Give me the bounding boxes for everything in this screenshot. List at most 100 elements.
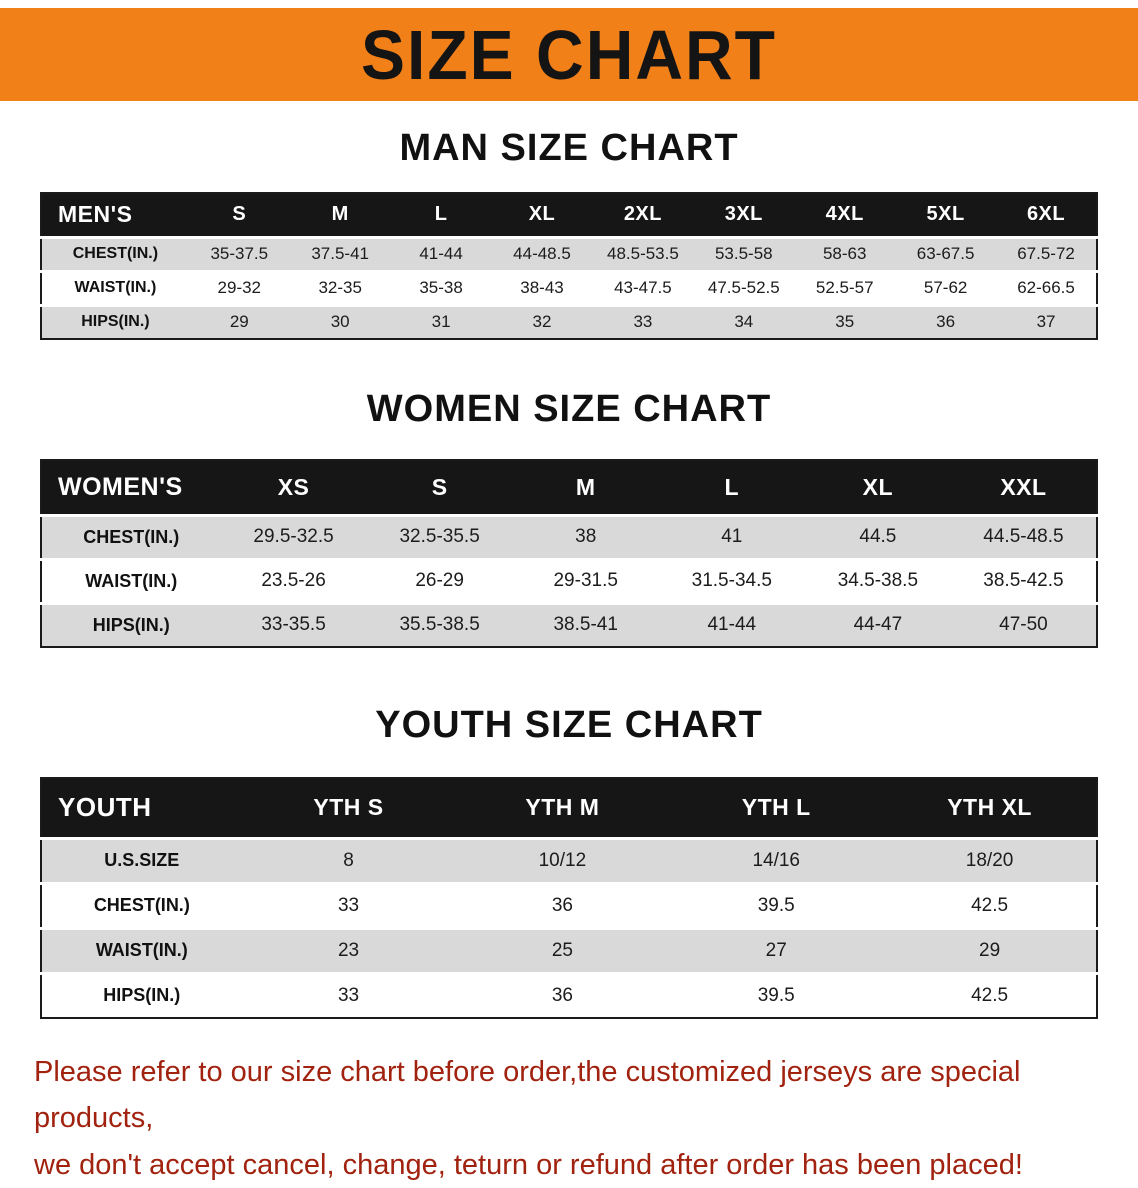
size-column-header: YTH XL (883, 778, 1097, 838)
size-value-cell: 27 (765, 939, 787, 961)
size-value-cell: 53.5-58 (714, 244, 773, 263)
size-value-cell: 38.5-42.5 (983, 570, 1064, 591)
size-column-header: XXL (950, 460, 1097, 515)
size-value-cell: 31 (431, 312, 451, 332)
size-column-header: YTH M (455, 778, 670, 838)
man-size-table-wrap: MEN'S S M L XL 2XL 3XL 4XL 5XL 6XL CHEST(IN.) 35-37… (40, 192, 1098, 340)
table-row: WAIST(IN.) 23 25 27 29 (41, 928, 1097, 973)
size-column-header: 3XL (693, 193, 795, 237)
size-value-cell: 44-48.5 (513, 244, 571, 263)
women-size-table-wrap: WOMEN'S XS S M L XL XXL CHEST(IN.) 29.5-32.5 32.5… (40, 459, 1098, 648)
size-value-cell: 44.5-48.5 (983, 526, 1064, 547)
size-value-cell: 38 (575, 526, 597, 547)
size-column-header: M (512, 460, 659, 515)
row-label: WAIST(IN.) (85, 570, 178, 591)
table-corner-label: YOUTH (41, 778, 242, 838)
table-row: CHEST(IN.) 29.5-32.5 32.5-35.5 38 41 44.5 44.5… (41, 515, 1097, 559)
size-value-cell: 29-31.5 (553, 570, 618, 591)
size-column-header: XL (804, 460, 951, 515)
table-header-row: WOMEN'S XS S M L XL XXL (41, 460, 1097, 515)
size-column-header: 4XL (794, 193, 896, 237)
size-value-cell: 41-44 (419, 244, 463, 263)
size-column-header: 6XL (996, 193, 1097, 237)
disclaimer-line-2: we don't accept cancel, change, teturn o… (34, 1148, 1023, 1181)
size-value-cell: 30 (330, 312, 350, 332)
size-column-header: S (366, 460, 513, 515)
row-label: HIPS(IN.) (81, 313, 150, 331)
size-value-cell: 36 (936, 312, 956, 332)
size-value-cell: 57-62 (923, 278, 968, 297)
size-value-cell: 36 (551, 894, 573, 916)
size-value-cell: 52.5-57 (815, 278, 874, 297)
size-column-header: XS (220, 460, 367, 515)
size-column-header: L (658, 460, 805, 515)
table-row: CHEST(IN.) 35-37.5 37.5-41 41-44 44-48.5 48.5… (41, 237, 1097, 271)
table-row: WAIST(IN.) 23.5-26 26-29 29-31.5 31.5-34.5 34… (41, 559, 1097, 603)
banner: SIZE CHART (0, 8, 1138, 101)
size-value-cell: 33 (633, 312, 653, 332)
size-value-cell: 35-37.5 (210, 244, 269, 263)
size-value-cell: 41-44 (707, 614, 757, 636)
women-size-table: WOMEN'S XS S M L XL XXL CHEST(IN.) 29.5-32.5 32.5… (40, 459, 1098, 648)
page-title: SIZE CHART (361, 15, 777, 94)
size-value-cell: 43-47.5 (614, 278, 672, 297)
size-column-header: YTH S (241, 778, 456, 838)
table-row: HIPS(IN.) 33 36 39.5 42.5 (41, 973, 1097, 1018)
size-value-cell: 32.5-35.5 (399, 526, 480, 547)
row-label: HIPS(IN.) (92, 614, 170, 635)
size-value-cell: 47-50 (999, 614, 1048, 636)
size-value-cell: 25 (551, 939, 573, 961)
size-value-cell: 29 (229, 312, 249, 332)
table-row: HIPS(IN.) 33-35.5 35.5-38.5 38.5-41 41-44 44-… (41, 603, 1097, 647)
size-value-cell: 47.5-52.5 (707, 278, 780, 297)
size-value-cell: 41 (721, 526, 743, 547)
size-column-header: S (188, 193, 290, 237)
size-value-cell: 63-67.5 (916, 244, 975, 263)
size-column-header: M (289, 193, 391, 237)
size-value-cell: 32-35 (318, 278, 362, 297)
size-column-header: 2XL (592, 193, 694, 237)
size-column-header: L (390, 193, 492, 237)
youth-size-chart-title: YOUTH SIZE CHART (375, 704, 763, 746)
size-value-cell: 29.5-32.5 (253, 526, 334, 547)
size-value-cell: 26-29 (415, 570, 464, 591)
table-row: HIPS(IN.) 29 30 31 32 33 34 35 36 37 (41, 305, 1097, 339)
size-value-cell: 42.5 (971, 894, 1009, 916)
row-label: CHEST(IN.) (72, 245, 159, 262)
size-value-cell: 34 (734, 312, 754, 332)
youth-size-table-wrap: YOUTH YTH S YTH M YTH L YTH XL U.S.SIZE 8 10/12… (40, 777, 1098, 1019)
size-value-cell: 29-32 (217, 278, 262, 297)
size-value-cell: 38-43 (520, 278, 564, 297)
size-value-cell: 34.5-38.5 (837, 570, 919, 591)
row-label: WAIST(IN.) (74, 279, 157, 296)
size-value-cell: 67.5-72 (1017, 244, 1075, 263)
table-header-row: YOUTH YTH S YTH M YTH L YTH XL (41, 778, 1097, 838)
size-value-cell: 35.5-38.5 (399, 614, 480, 636)
size-column-header: XL (491, 193, 593, 237)
row-label: HIPS(IN.) (103, 985, 181, 1006)
table-corner-label: WOMEN'S (41, 460, 221, 515)
size-value-cell: 33-35.5 (261, 614, 326, 636)
man-size-chart-title: MAN SIZE CHART (399, 127, 739, 169)
size-value-cell: 36 (551, 984, 573, 1006)
man-size-table: MEN'S S M L XL 2XL 3XL 4XL 5XL 6XL CHEST(IN.) 35-37… (40, 192, 1098, 340)
size-value-cell: 37 (1036, 312, 1056, 332)
women-size-chart-title: WOMEN SIZE CHART (366, 388, 772, 430)
size-value-cell: 23 (337, 939, 360, 961)
size-value-cell: 58-63 (822, 244, 867, 263)
size-value-cell: 8 (343, 849, 354, 871)
youth-size-table: YOUTH YTH S YTH M YTH L YTH XL U.S.SIZE 8 10/12… (40, 777, 1098, 1019)
row-label: CHEST(IN.) (93, 895, 190, 915)
size-value-cell: 10/12 (538, 849, 587, 871)
size-value-cell: 31.5-34.5 (691, 570, 772, 591)
table-row: WAIST(IN.) 29-32 32-35 35-38 38-43 43-47.5 47.… (41, 271, 1097, 305)
size-value-cell: 23.5-26 (261, 570, 326, 591)
size-value-cell: 44-47 (853, 614, 903, 636)
size-value-cell: 35-38 (419, 278, 463, 297)
size-value-cell: 33 (337, 984, 360, 1006)
size-value-cell: 37.5-41 (311, 244, 370, 263)
size-value-cell: 44.5 (859, 526, 897, 547)
size-value-cell: 39.5 (757, 894, 795, 916)
size-value-cell: 39.5 (757, 984, 795, 1006)
size-value-cell: 33 (337, 894, 360, 916)
